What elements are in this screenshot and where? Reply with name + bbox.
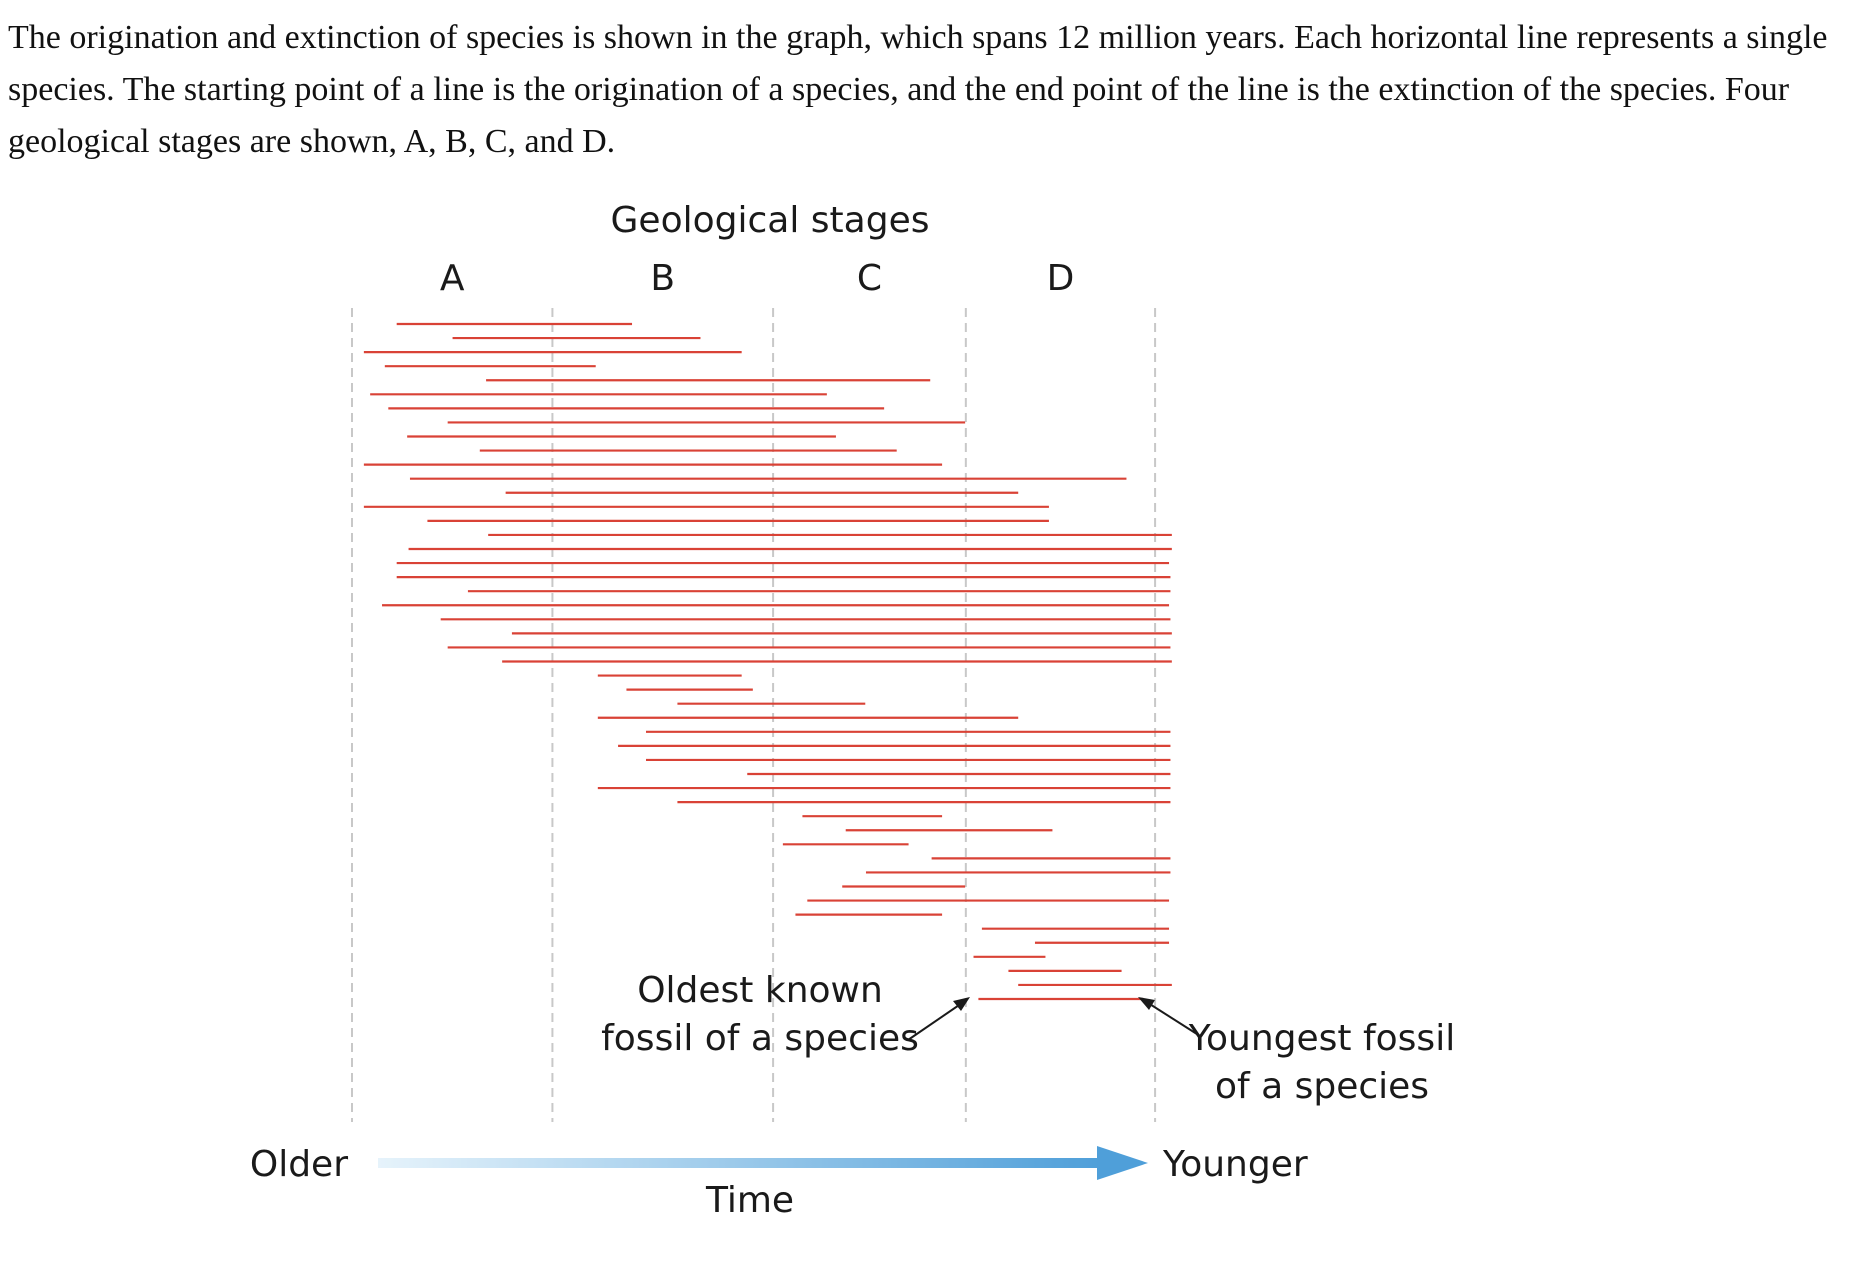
stage-label-a: A [440, 258, 465, 299]
youngest-fossil-label-line-1: Youngest fossil [1188, 1018, 1455, 1059]
stage-label-b: B [650, 258, 675, 299]
younger-label: Younger [1162, 1144, 1308, 1185]
oldest-fossil-arrow [907, 997, 970, 1041]
older-label: Older [250, 1144, 348, 1185]
youngest-fossil-label-line-2: of a species [1215, 1066, 1429, 1107]
time-arrow-shaft [378, 1158, 1100, 1168]
stages-heading: Geological stages [611, 200, 930, 241]
intro-paragraph: The origination and extinction of specie… [8, 19, 1828, 160]
stage-label-c: C [857, 258, 882, 299]
time-label: Time [705, 1180, 794, 1221]
oldest-fossil-label-line-2: fossil of a species [601, 1018, 919, 1059]
stage-label-d: D [1047, 258, 1075, 299]
oldest-fossil-label-line-1: Oldest known [637, 970, 883, 1011]
time-arrow-head [1097, 1146, 1148, 1180]
youngest-fossil-arrow [1138, 997, 1201, 1037]
